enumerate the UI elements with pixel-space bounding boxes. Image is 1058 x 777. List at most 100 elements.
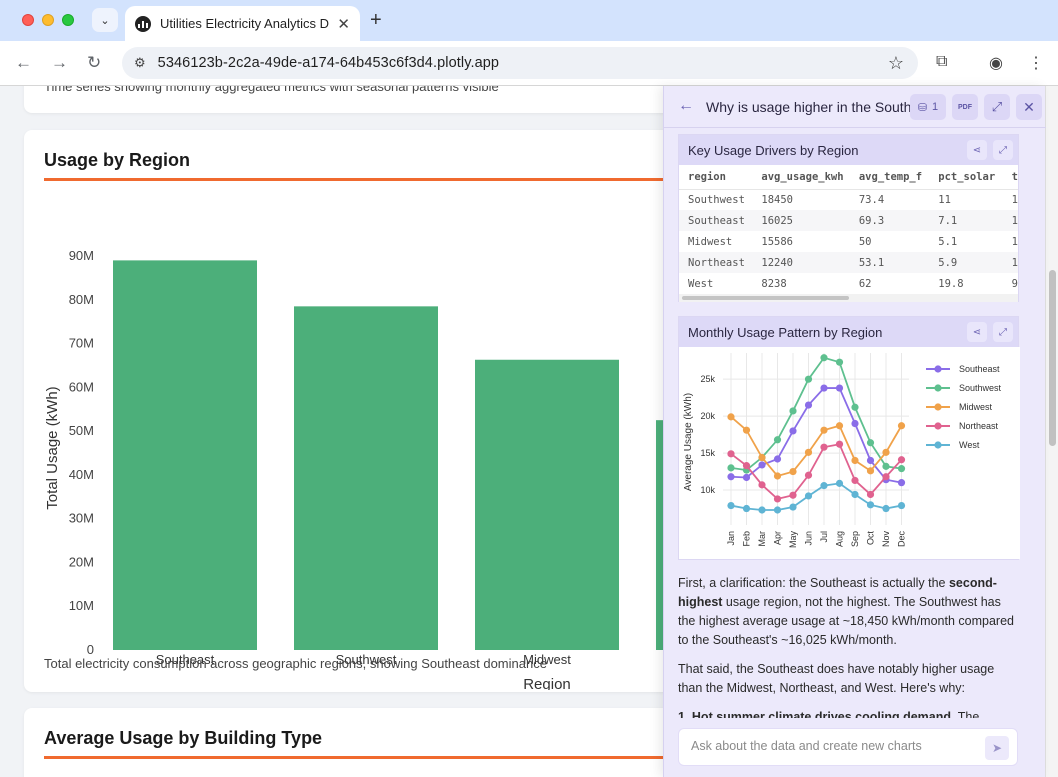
table-cell: 16025 bbox=[752, 210, 850, 231]
x-tick-label: Nov bbox=[881, 531, 891, 548]
x-tick-label: Dec bbox=[897, 531, 907, 548]
close-panel-icon[interactable]: ✕ bbox=[1016, 94, 1042, 120]
table-row: Midwest 15586 50 5.1 1 bbox=[679, 231, 1018, 252]
send-icon[interactable]: ➤ bbox=[985, 736, 1009, 760]
table-cell: 19.8 bbox=[938, 277, 964, 290]
browser-menu-icon[interactable]: ⋮ bbox=[1028, 55, 1044, 72]
table-cell: 69.3 bbox=[849, 210, 930, 231]
expand-icon[interactable]: ⤢ bbox=[993, 322, 1013, 342]
page-scrollbar-thumb[interactable] bbox=[1049, 270, 1056, 446]
column-header[interactable]: region bbox=[679, 165, 753, 190]
column-header[interactable]: avg_usage_kwh bbox=[752, 165, 850, 190]
data-point bbox=[835, 384, 844, 392]
data-point bbox=[758, 461, 766, 469]
list-number: 1. bbox=[678, 710, 692, 718]
export-pdf-button[interactable]: PDF bbox=[952, 94, 978, 120]
card-title: Average Usage by Building Type bbox=[44, 728, 323, 748]
window-close-button[interactable] bbox=[22, 14, 34, 26]
data-point bbox=[820, 482, 828, 490]
data-point bbox=[804, 375, 813, 383]
site-settings-icon[interactable]: ⚙ bbox=[134, 55, 146, 70]
panel-header: ← Why is usage higher in the South... ⛁ … bbox=[664, 86, 1046, 128]
data-point bbox=[727, 464, 735, 472]
data-point bbox=[851, 476, 859, 485]
title-underline bbox=[44, 178, 684, 181]
chat-input-box: ➤ bbox=[678, 728, 1018, 766]
back-arrow-icon[interactable]: ← bbox=[678, 97, 694, 114]
chat-input[interactable] bbox=[691, 739, 981, 753]
legend-label: Midwest bbox=[959, 402, 993, 412]
column-header[interactable]: t bbox=[1002, 165, 1018, 190]
data-point bbox=[742, 426, 751, 434]
share-icon[interactable]: ⋖ bbox=[967, 140, 987, 160]
url-text: 5346123b-2c2a-49de-a174-64b453c6f3d4.plo… bbox=[157, 55, 500, 71]
data-point bbox=[882, 473, 890, 481]
table-scrollbar-thumb[interactable] bbox=[682, 296, 849, 300]
legend-marker bbox=[934, 441, 942, 449]
data-point bbox=[804, 448, 813, 456]
table-row: Northeast 12240 53.1 5.9 1 bbox=[679, 252, 1018, 273]
panel-messages[interactable]: Key Usage Drivers by Region ⋖ ⤢ region a… bbox=[664, 128, 1046, 718]
data-point bbox=[820, 384, 828, 392]
window-maximize-button[interactable] bbox=[62, 14, 74, 26]
tab-search-chevron-icon[interactable]: ⌄ bbox=[92, 8, 118, 32]
usage-by-region-chart[interactable]: 0 10M 20M 30M 40M 50M 60M 70M 80M 90M Southeast Sou… bbox=[24, 190, 684, 690]
legend-marker bbox=[934, 422, 942, 430]
ai-chat-panel: ← Why is usage higher in the South... ⛁ … bbox=[663, 86, 1046, 777]
y-tick-label: 80M bbox=[69, 292, 94, 307]
y-axis-label: Total Usage (kWh) bbox=[44, 386, 61, 509]
y-tick-label: 90M bbox=[69, 248, 94, 263]
y-tick-label: 50M bbox=[69, 423, 94, 438]
artifact-header: Key Usage Drivers by Region ⋖ ⤢ bbox=[679, 135, 1018, 165]
profile-avatar-icon[interactable]: ◉ bbox=[989, 55, 1003, 72]
data-point bbox=[804, 471, 813, 479]
table-artifact: Key Usage Drivers by Region ⋖ ⤢ region a… bbox=[678, 134, 1019, 302]
x-tick-label: May bbox=[788, 531, 798, 549]
legend-label: Northeast bbox=[959, 421, 999, 431]
table-cell: 1 bbox=[1011, 235, 1018, 248]
data-point bbox=[866, 490, 875, 499]
address-bar[interactable]: ⚙ 5346123b-2c2a-49de-a174-64b453c6f3d4.p… bbox=[122, 47, 918, 79]
x-tick-label: Feb bbox=[742, 531, 752, 547]
column-header[interactable]: avg_temp_f bbox=[849, 165, 930, 190]
data-point bbox=[866, 439, 875, 447]
bookmark-star-icon[interactable]: ☆ bbox=[887, 53, 904, 73]
expand-panel-icon[interactable]: ⤢ bbox=[984, 94, 1010, 120]
page-scrollbar[interactable] bbox=[1045, 86, 1058, 777]
data-point bbox=[804, 401, 813, 409]
table-header-row: region avg_usage_kwh avg_temp_f pct_sola… bbox=[679, 165, 1018, 190]
window-minimize-button[interactable] bbox=[42, 14, 54, 26]
message-bold-text: Hot summer climate drives cooling demand bbox=[691, 710, 952, 718]
x-tick-label: Southeast bbox=[156, 652, 215, 667]
table-row: West 8238 62 19.8 9 bbox=[679, 273, 1018, 294]
data-point bbox=[773, 495, 782, 503]
legend-marker bbox=[934, 384, 942, 392]
line-chart-artifact: Monthly Usage Pattern by Region ⋖ ⤢ Jan F… bbox=[678, 316, 1020, 560]
bar-southwest bbox=[294, 306, 438, 650]
table-horizontal-scrollbar[interactable] bbox=[679, 294, 1018, 302]
browser-tab[interactable]: Utilities Electricity Analytics D ✕ bbox=[125, 6, 360, 41]
share-icon[interactable]: ⋖ bbox=[967, 322, 987, 342]
expand-icon[interactable]: ⤢ bbox=[993, 140, 1013, 160]
title-underline bbox=[44, 756, 684, 759]
extensions-icon[interactable]: ⧉ bbox=[936, 53, 948, 70]
column-header[interactable]: pct_solar bbox=[929, 165, 1003, 190]
y-tick-label: 30M bbox=[69, 511, 94, 526]
table-viewport: region avg_usage_kwh avg_temp_f pct_sola… bbox=[679, 165, 1018, 294]
y-tick-label: 20M bbox=[69, 554, 94, 569]
data-sources-button[interactable]: ⛁ 1 bbox=[910, 94, 946, 120]
x-tick-label: Jan bbox=[726, 531, 736, 546]
message-paragraph: That said, the Southeast does have notab… bbox=[678, 662, 995, 695]
reload-icon[interactable]: ↻ bbox=[87, 53, 102, 72]
table-cell: Southwest bbox=[688, 193, 745, 206]
browser-toolbar: ← → ↻ ⚙ 5346123b-2c2a-49de-a174-64b453c6… bbox=[0, 41, 1058, 86]
forward-arrow-icon[interactable]: → bbox=[51, 53, 68, 72]
x-tick-label: Apr bbox=[773, 531, 783, 545]
artifact-title: Key Usage Drivers by Region bbox=[688, 142, 859, 158]
table-cell: Southeast bbox=[679, 210, 753, 231]
table-cell: 53.1 bbox=[849, 252, 930, 273]
monthly-usage-chart[interactable]: Jan Feb Mar Apr May Jun Jul Aug Sep Oct Nov Dec 10k 1… bbox=[679, 347, 1020, 559]
tab-close-icon[interactable]: ✕ bbox=[337, 15, 350, 33]
back-arrow-icon[interactable]: ← bbox=[15, 53, 32, 72]
new-tab-button[interactable]: + bbox=[370, 9, 382, 31]
